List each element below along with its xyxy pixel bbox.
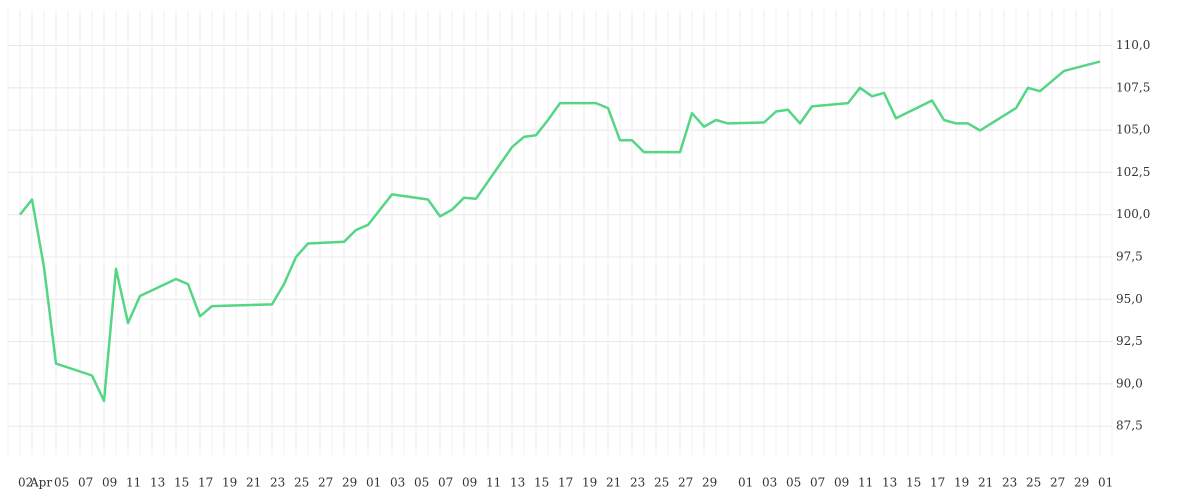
x-tick-label: 03	[390, 476, 405, 490]
y-tick-label: 97,5	[1116, 250, 1143, 264]
x-tick-label: 23	[1002, 476, 1017, 490]
x-tick-label: 09	[102, 476, 117, 490]
line-series	[19, 60, 1101, 403]
x-tick-label: 25	[1026, 476, 1041, 490]
y-tick-label: 100,0	[1116, 207, 1150, 221]
x-tick-label: 09	[834, 476, 849, 490]
x-tick-label: 07	[78, 476, 93, 490]
x-tick-label: 13	[510, 476, 525, 490]
y-tick-label: 102,5	[1116, 165, 1150, 179]
x-tick-label: 17	[558, 476, 573, 490]
x-tick-label: 19	[954, 476, 969, 490]
x-tick-label: 17	[198, 476, 213, 490]
x-tick-label: 11	[486, 476, 501, 490]
x-tick-label: 11	[126, 476, 141, 490]
y-tick-label: 87,5	[1116, 419, 1143, 433]
y-tick-label: 107,5	[1116, 80, 1150, 94]
x-tick-label: 07	[438, 476, 453, 490]
x-tick-label: 23	[630, 476, 645, 490]
x-tick-label: 19	[222, 476, 237, 490]
y-tick-label: 110,0	[1116, 38, 1150, 52]
x-tick-label: 23	[270, 476, 285, 490]
x-tick-label: 21	[606, 476, 621, 490]
x-tick-label: 29	[1074, 476, 1089, 490]
x-tick-label: 05	[786, 476, 801, 490]
x-tick-label: 27	[1050, 476, 1065, 490]
x-tick-label: 03	[762, 476, 777, 490]
x-tick-label: 21	[978, 476, 993, 490]
x-tick-label: 13	[150, 476, 165, 490]
x-tick-label: 01	[1098, 476, 1113, 490]
x-tick-label: 27	[318, 476, 333, 490]
x-tick-label: 09	[462, 476, 477, 490]
y-tick-label: 105,0	[1116, 123, 1150, 137]
x-tick-label: 17	[930, 476, 945, 490]
x-tick-label: 21	[246, 476, 261, 490]
x-tick-label: 07	[810, 476, 825, 490]
x-tick-label: 01	[366, 476, 381, 490]
x-tick-label: 27	[678, 476, 693, 490]
x-tick-label: 19	[582, 476, 597, 490]
x-tick-label: 15	[174, 476, 189, 490]
x-tick-label: 13	[882, 476, 897, 490]
x-tick-label: Apr	[29, 476, 52, 490]
y-tick-label: 95,0	[1116, 292, 1143, 306]
x-tick-label: 15	[534, 476, 549, 490]
x-tick-label: 15	[906, 476, 921, 490]
x-tick-label: 05	[414, 476, 429, 490]
x-tick-label: 02	[18, 476, 33, 490]
x-tick-label: 01	[738, 476, 753, 490]
x-tick-label: 25	[654, 476, 669, 490]
y-tick-label: 92,5	[1116, 334, 1143, 348]
x-tick-label: 11	[858, 476, 873, 490]
x-tick-label: 29	[342, 476, 357, 490]
x-tick-label: 05	[54, 476, 69, 490]
x-tick-label: 25	[294, 476, 309, 490]
y-tick-label: 90,0	[1116, 376, 1143, 390]
x-tick-label: 29	[702, 476, 717, 490]
